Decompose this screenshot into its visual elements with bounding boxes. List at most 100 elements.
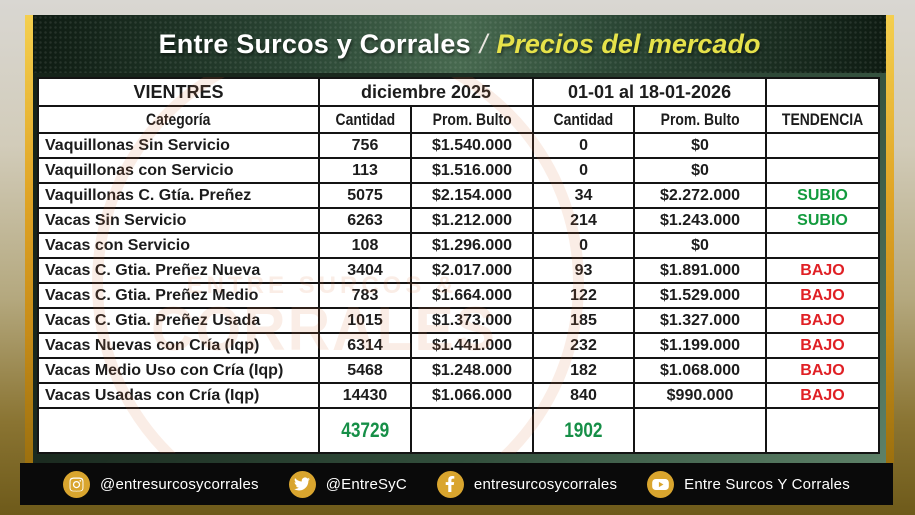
cell-qty-december: 3404 — [318, 257, 412, 284]
cell-category: Vacas con Servicio — [37, 232, 320, 259]
social-twitter[interactable]: @EntreSyC — [288, 470, 407, 498]
cell-avg-december: $1.540.000 — [409, 132, 535, 159]
instagram-icon — [63, 470, 91, 498]
group-header-january: 01-01 al 18-01-2026 — [532, 77, 768, 107]
cell-avg-december: $1.212.000 — [409, 207, 535, 234]
col-header-qty-dec: Cantidad — [318, 105, 412, 134]
cell-avg-december: $1.664.000 — [409, 282, 535, 309]
table-row: Vaquillonas Sin Servicio 756 $1.540.000 0 $0 — [37, 132, 881, 159]
cell-qty-january: 182 — [532, 357, 636, 384]
col-header-trend: TENDENCIA — [765, 105, 881, 134]
cell-category: Vacas C. Gtia. Preñez Usada — [37, 307, 320, 334]
twitter-icon — [288, 470, 316, 498]
table-row: Vacas Usadas con Cría (Iqp) 14430 $1.066.0… — [37, 382, 881, 409]
social-handle: entresurcosycorrales — [473, 475, 618, 493]
cell-trend: BAJO — [765, 282, 881, 309]
cell-trend — [765, 157, 881, 184]
cell-avg-december: $2.154.000 — [409, 182, 535, 209]
youtube-icon — [647, 470, 675, 498]
cell-qty-december: 5075 — [318, 182, 412, 209]
cell-qty-january: 0 — [532, 132, 636, 159]
facebook-icon — [436, 470, 464, 498]
cell-avg-january: $0 — [633, 232, 768, 259]
cell-qty-december: 1015 — [318, 307, 412, 334]
cell-trend: BAJO — [765, 307, 881, 334]
price-table: VIENTRES diciembre 2025 01-01 al 18-01-2… — [37, 77, 881, 454]
cell-qty-december: 6263 — [318, 207, 412, 234]
table-row: Vacas con Servicio 108 $1.296.000 0 $0 — [37, 232, 881, 259]
cell-qty-january: 34 — [532, 182, 636, 209]
table-row: Vacas Nuevas con Cría (Iqp) 6314 $1.441.00… — [37, 332, 881, 359]
cell-trend: BAJO — [765, 357, 881, 384]
cell-avg-december: $1.373.000 — [409, 307, 535, 334]
col-header-avg-dec: Prom. Bulto — [409, 105, 535, 134]
cell-avg-january: $1.243.000 — [633, 207, 768, 234]
cell-qty-january: 214 — [532, 207, 636, 234]
page-subtitle: Precios del mercado — [496, 28, 761, 59]
totals-empty-category — [37, 407, 320, 454]
cell-avg-january: $990.000 — [633, 382, 768, 409]
cell-avg-january: $0 — [633, 132, 768, 159]
page-title: Entre Surcos y Corrales — [158, 28, 471, 59]
table-row: Vacas Sin Servicio 6263 $1.212.000 214 $1.24… — [37, 207, 881, 234]
table-group-header-row: VIENTRES diciembre 2025 01-01 al 18-01-2… — [37, 77, 881, 107]
cell-avg-december: $1.066.000 — [409, 382, 535, 409]
cell-qty-december: 113 — [318, 157, 412, 184]
social-youtube[interactable]: Entre Surcos Y Corrales — [647, 470, 850, 498]
cell-qty-december: 14430 — [318, 382, 412, 409]
totals-empty-avg-dec — [409, 407, 535, 454]
cell-trend: SUBIO — [765, 182, 881, 209]
cell-category: Vaquillonas Sin Servicio — [37, 132, 320, 159]
totals-empty-trend — [765, 407, 881, 454]
cell-qty-december: 5468 — [318, 357, 412, 384]
total-qty-january: 1902 — [532, 407, 636, 454]
cell-avg-january: $0 — [633, 157, 768, 184]
group-header-trend-spacer — [765, 77, 881, 107]
social-footer-bar: @entresurcosycorrales @EntreSyC entresurco… — [20, 463, 893, 505]
cell-qty-january: 122 — [532, 282, 636, 309]
cell-avg-january: $1.891.000 — [633, 257, 768, 284]
title-separator: / — [479, 28, 488, 59]
cell-trend: BAJO — [765, 382, 881, 409]
col-header-category: Categoría — [37, 105, 320, 134]
social-handle: @EntreSyC — [325, 475, 407, 493]
group-header-vientres: VIENTRES — [37, 77, 320, 107]
cell-avg-january: $2.272.000 — [633, 182, 768, 209]
cell-qty-december: 6314 — [318, 332, 412, 359]
table-row: Vaquillonas C. Gtía. Preñez 5075 $2.154.00… — [37, 182, 881, 209]
cell-avg-january: $1.529.000 — [633, 282, 768, 309]
cell-avg-january: $1.199.000 — [633, 332, 768, 359]
cell-category: Vacas C. Gtia. Preñez Nueva — [37, 257, 320, 284]
cell-category: Vacas Nuevas con Cría (Iqp) — [37, 332, 320, 359]
cell-qty-january: 0 — [532, 157, 636, 184]
table-column-header-row: Categoría Cantidad Prom. Bulto Cantidad … — [37, 105, 881, 134]
cell-avg-january: $1.327.000 — [633, 307, 768, 334]
cell-qty-january: 232 — [532, 332, 636, 359]
totals-empty-avg-jan — [633, 407, 768, 454]
cell-category: Vaquillonas con Servicio — [37, 157, 320, 184]
total-qty-december: 43729 — [318, 407, 412, 454]
cell-qty-january: 93 — [532, 257, 636, 284]
cell-qty-january: 840 — [532, 382, 636, 409]
cell-category: Vacas Sin Servicio — [37, 207, 320, 234]
gold-border-right — [886, 15, 894, 463]
table-row: Vacas C. Gtia. Preñez Medio 783 $1.664.000… — [37, 282, 881, 309]
cell-category: Vacas C. Gtia. Preñez Medio — [37, 282, 320, 309]
social-instagram[interactable]: @entresurcosycorrales — [63, 470, 259, 498]
cell-qty-january: 0 — [532, 232, 636, 259]
table-row: Vacas C. Gtia. Preñez Usada 1015 $1.373.00… — [37, 307, 881, 334]
table-row: Vacas C. Gtia. Preñez Nueva 3404 $2.017.00… — [37, 257, 881, 284]
cell-category: Vacas Medio Uso con Cría (Iqp) — [37, 357, 320, 384]
cell-trend: BAJO — [765, 332, 881, 359]
gold-border-left — [25, 15, 33, 463]
table-row: Vacas Medio Uso con Cría (Iqp) 5468 $1.248… — [37, 357, 881, 384]
social-facebook[interactable]: entresurcosycorrales — [436, 470, 618, 498]
social-handle: @entresurcosycorrales — [100, 475, 259, 493]
cell-qty-december: 756 — [318, 132, 412, 159]
col-header-qty-jan: Cantidad — [532, 105, 636, 134]
totals-row: 43729 1902 — [37, 407, 881, 454]
cell-avg-december: $1.248.000 — [409, 357, 535, 384]
cell-qty-december: 783 — [318, 282, 412, 309]
cell-qty-december: 108 — [318, 232, 412, 259]
